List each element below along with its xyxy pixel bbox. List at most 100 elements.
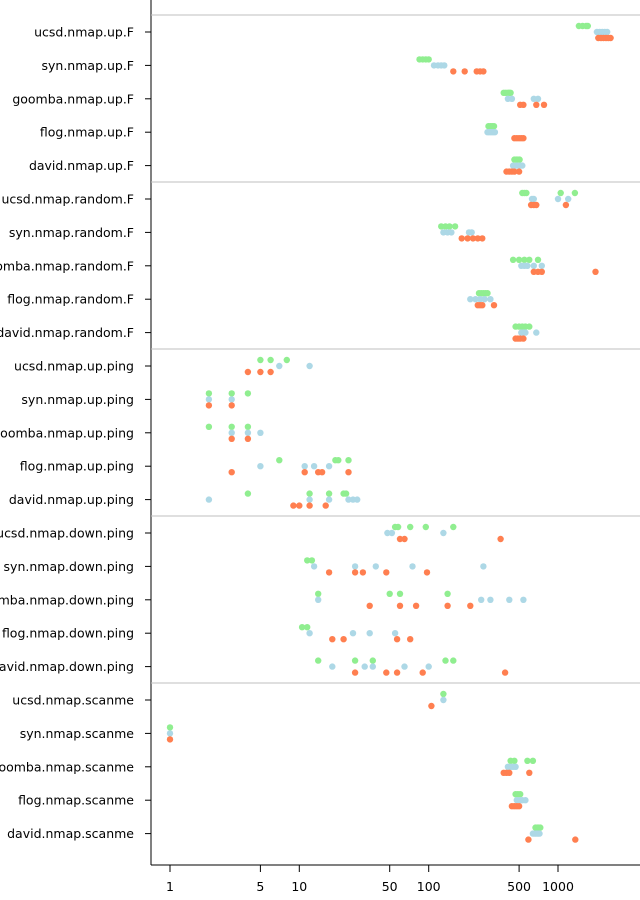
data-point [515,256,523,263]
data-point [440,696,447,704]
row-label: syn.nmap.up.F [42,58,135,73]
data-point [228,396,235,403]
data-point [526,256,533,263]
row-label: flog.nmap.down.ping [2,626,134,641]
data-point [391,630,399,637]
data-point [351,563,359,570]
data-point [506,596,513,603]
row-label: ucsd.nmap.down.ping [0,526,134,541]
row-label: ucsd.nmap.up.ping [14,359,134,374]
data-point [442,657,449,664]
data-point [354,496,361,503]
data-point [520,335,527,342]
data-point [562,201,570,209]
data-point [205,396,213,403]
data-point [306,496,313,503]
x-tick-label: 100 [417,879,441,894]
data-point [301,463,308,470]
data-point [461,68,468,75]
data-point [440,529,447,537]
data-point [525,836,532,843]
data-point [325,569,333,576]
x-tick-label: 50 [382,879,398,894]
data-point [393,636,401,643]
data-point [533,201,540,209]
data-point [244,435,252,442]
row-label: syn.nmap.random.F [9,225,134,240]
data-point [244,423,252,430]
data-point [407,636,414,643]
data-point [444,590,451,597]
data-point [540,101,548,109]
data-point [524,262,531,269]
data-point [476,296,484,303]
data-point [497,535,504,543]
data-point [257,429,264,436]
data-point [340,636,347,643]
data-point [468,229,475,236]
data-point [409,563,416,570]
data-point [401,535,408,543]
data-point [228,469,235,476]
data-point [520,135,527,142]
data-point [335,457,342,464]
data-point [228,435,235,442]
data-point [520,596,527,603]
data-point [538,262,545,269]
x-tick-label: 5 [256,879,264,894]
data-point [166,730,174,737]
data-point [306,630,313,637]
x-tick-label: 10 [291,879,307,894]
data-point [491,129,499,136]
data-point [345,457,352,464]
data-point [511,168,518,175]
data-point [396,535,404,543]
data-point [351,569,359,576]
data-point [359,569,367,576]
data-point [554,195,562,203]
data-point [304,557,311,564]
row-label: david.nmap.up.ping [9,492,134,507]
data-point [458,235,465,242]
data-point [534,256,542,263]
data-point [467,602,474,609]
data-point [507,89,514,97]
data-point [351,657,359,664]
data-point [526,769,533,776]
data-point [604,28,611,36]
data-point [301,469,308,476]
data-point [372,563,379,570]
data-point [521,256,528,263]
data-point [450,68,457,75]
data-point [511,757,518,764]
plot-frame [150,0,640,866]
data-point [450,523,457,531]
data-point [396,590,404,597]
data-point [607,34,614,42]
data-point [524,757,531,764]
data-point [298,624,306,631]
data-point [484,290,491,297]
data-point [479,235,486,242]
data-point [310,563,318,570]
data-point [205,402,213,409]
data-point [315,596,322,603]
data-point [530,195,537,203]
data-point [310,463,318,470]
row-label: david.nmap.up.F [29,158,134,173]
row-label: goomba.nmap.scanme [0,759,134,774]
row-label: david.nmap.scanme [7,826,134,841]
data-point [516,156,523,163]
data-point [228,390,235,397]
data-point [571,189,579,197]
data-point [369,657,376,664]
data-point [441,62,448,69]
data-point [474,235,481,242]
data-point [515,168,523,175]
data-point [407,523,414,531]
data-point [257,356,264,364]
data-point [515,803,523,810]
row-label: syn.nmap.scanme [20,726,135,741]
data-point [508,95,516,103]
data-point [304,624,311,631]
